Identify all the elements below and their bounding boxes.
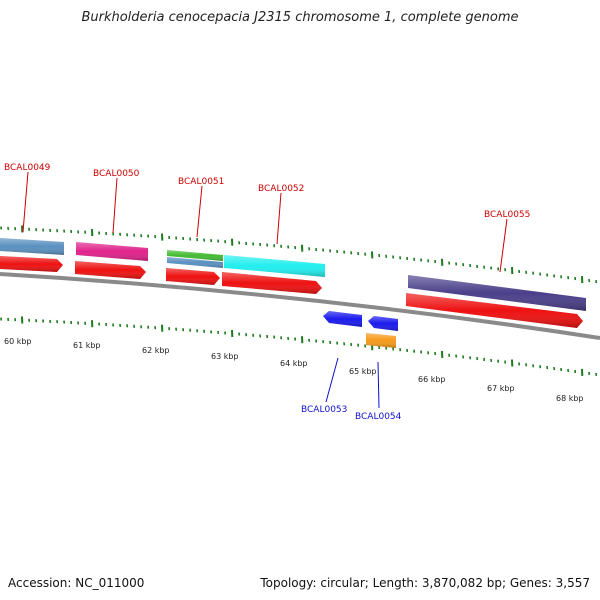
gene-label-bcal0052[interactable]: BCAL0052 [258,184,304,194]
gene-feature-bcal0049[interactable] [0,238,64,255]
gene-labels-upper: BCAL0049 BCAL0050 BCAL0051 BCAL0052 BCAL… [4,163,530,220]
gene-label-bcal0055[interactable]: BCAL0055 [484,210,530,220]
lower-gene-features [323,311,398,348]
kbp-scale-labels: 60 kbp 61 kbp 62 kbp 63 kbp 64 kbp 65 kb… [4,337,584,403]
leader-bcal0054 [377,361,380,409]
cds-arrow-bcal0049[interactable] [0,256,63,272]
kbp-label-67: 67 kbp [487,384,515,393]
gene-label-bcal0054[interactable]: BCAL0054 [355,412,402,422]
gene-feature-bcal0054-orange[interactable] [366,333,396,348]
leader-bcal0051 [196,185,203,238]
gene-feature-bcal0054-blue[interactable] [368,316,398,331]
gene-label-bcal0049[interactable]: BCAL0049 [4,163,51,173]
gene-label-bcal0050[interactable]: BCAL0050 [93,169,140,179]
gene-label-leaders [22,171,508,409]
kbp-label-68: 68 kbp [556,394,584,403]
gene-label-bcal0053[interactable]: BCAL0053 [301,405,347,415]
upper-gene-features [0,238,586,328]
cds-arrow-bcal0050[interactable] [75,261,146,279]
genome-stats-label: Topology: circular; Length: 3,870,082 bp… [260,576,590,590]
gene-feature-bcal0053[interactable] [323,311,362,327]
leader-bcal0055 [499,218,508,273]
kbp-label-61: 61 kbp [73,341,101,350]
kbp-label-65: 65 kbp [349,367,377,376]
accession-label: Accession: NC_011000 [8,576,145,590]
leader-bcal0049 [22,171,29,233]
kbp-label-64: 64 kbp [280,359,308,368]
leader-bcal0050 [112,177,118,234]
kbp-label-63: 63 kbp [211,352,239,361]
kbp-label-62: 62 kbp [142,346,170,355]
gene-feature-bcal0050[interactable] [76,242,148,261]
cds-arrow-bcal0051[interactable] [166,268,220,285]
gene-labels-lower: BCAL0053 BCAL0054 [301,405,402,422]
kbp-label-66: 66 kbp [418,375,446,384]
gene-label-bcal0051[interactable]: BCAL0051 [178,177,224,187]
kbp-label-60: 60 kbp [4,337,32,346]
leader-bcal0052 [276,192,282,245]
map-title: Burkholderia cenocepacia J2315 chromosom… [81,10,519,25]
leader-bcal0053 [325,357,339,403]
